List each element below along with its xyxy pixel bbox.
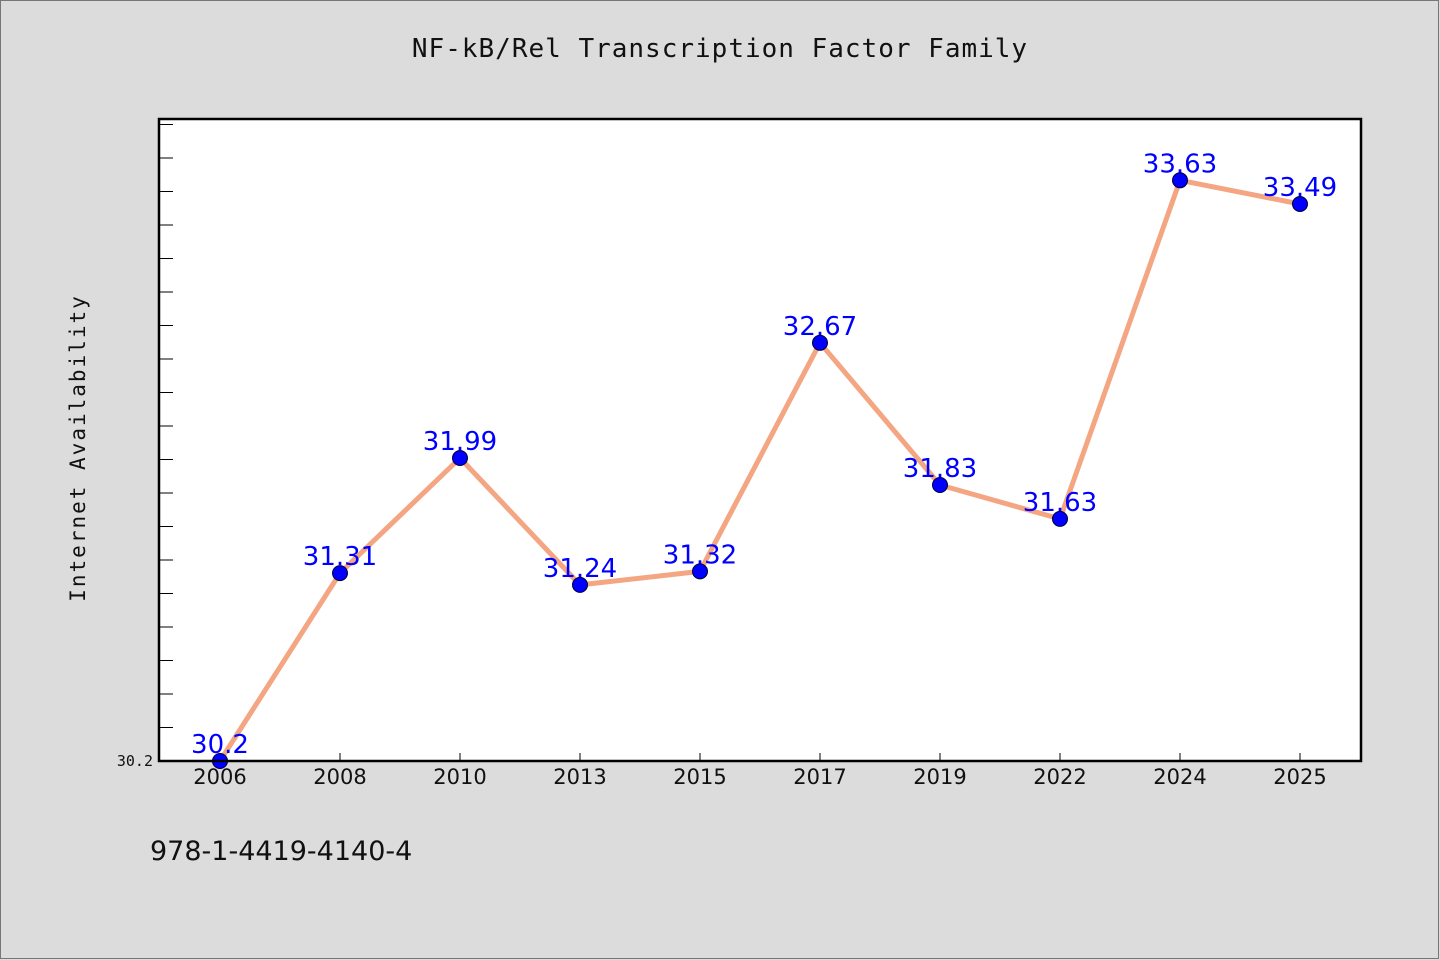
data-point [332, 565, 348, 582]
x-tick-label: 2015 [673, 765, 726, 789]
data-labels-group: 30.2 31.31 31.99 31.24 31.32 32.67 31.83 31.63 3… [191, 149, 1337, 760]
data-point [1052, 510, 1068, 527]
plot-area [159, 119, 1361, 761]
series-points-group [212, 172, 1308, 769]
plot-border [157, 117, 1363, 763]
data-point [1292, 196, 1308, 212]
data-label: 31.31 [303, 542, 377, 572]
series-line [217, 177, 1303, 764]
data-label: 31.32 [663, 540, 737, 570]
data-point [692, 563, 708, 580]
data-label: 33.63 [1143, 149, 1217, 179]
data-label: 32.67 [783, 312, 857, 342]
series-line-group [217, 177, 1303, 764]
x-tick-label: 2024 [1153, 765, 1206, 789]
data-label: 30.2 [191, 730, 249, 760]
x-tick-label: 2019 [913, 765, 966, 789]
x-tick-label: 2013 [553, 765, 606, 789]
x-tick-label: 2025 [1273, 765, 1326, 789]
x-tick-label: 2017 [793, 765, 846, 789]
y-tick-labels: 30.2 [117, 752, 153, 770]
data-point [812, 334, 828, 351]
data-label: 33.49 [1263, 173, 1337, 203]
x-tick-label: 2010 [433, 765, 486, 789]
data-label: 31.99 [423, 427, 497, 457]
data-point [1172, 172, 1188, 189]
x-tick-label: 2022 [1033, 765, 1086, 789]
data-point [572, 576, 588, 593]
data-point [932, 477, 948, 493]
data-label: 31.83 [903, 454, 977, 484]
chart-title: NF-kB/Rel Transcription Factor Family [411, 34, 1029, 64]
data-label: 31.63 [1023, 488, 1097, 518]
data-point [452, 450, 468, 466]
x-tick-label: 2006 [193, 765, 246, 789]
y-tick-label: 30.2 [117, 752, 153, 770]
x-tick-label: 2008 [313, 765, 366, 789]
data-label: 31.24 [543, 554, 617, 584]
footer-code: 978-1-4419-4140-4 [150, 836, 413, 867]
x-tick-labels: 2006 2008 2010 2013 2015 2017 2019 2022 2024 2025 [193, 765, 1326, 789]
